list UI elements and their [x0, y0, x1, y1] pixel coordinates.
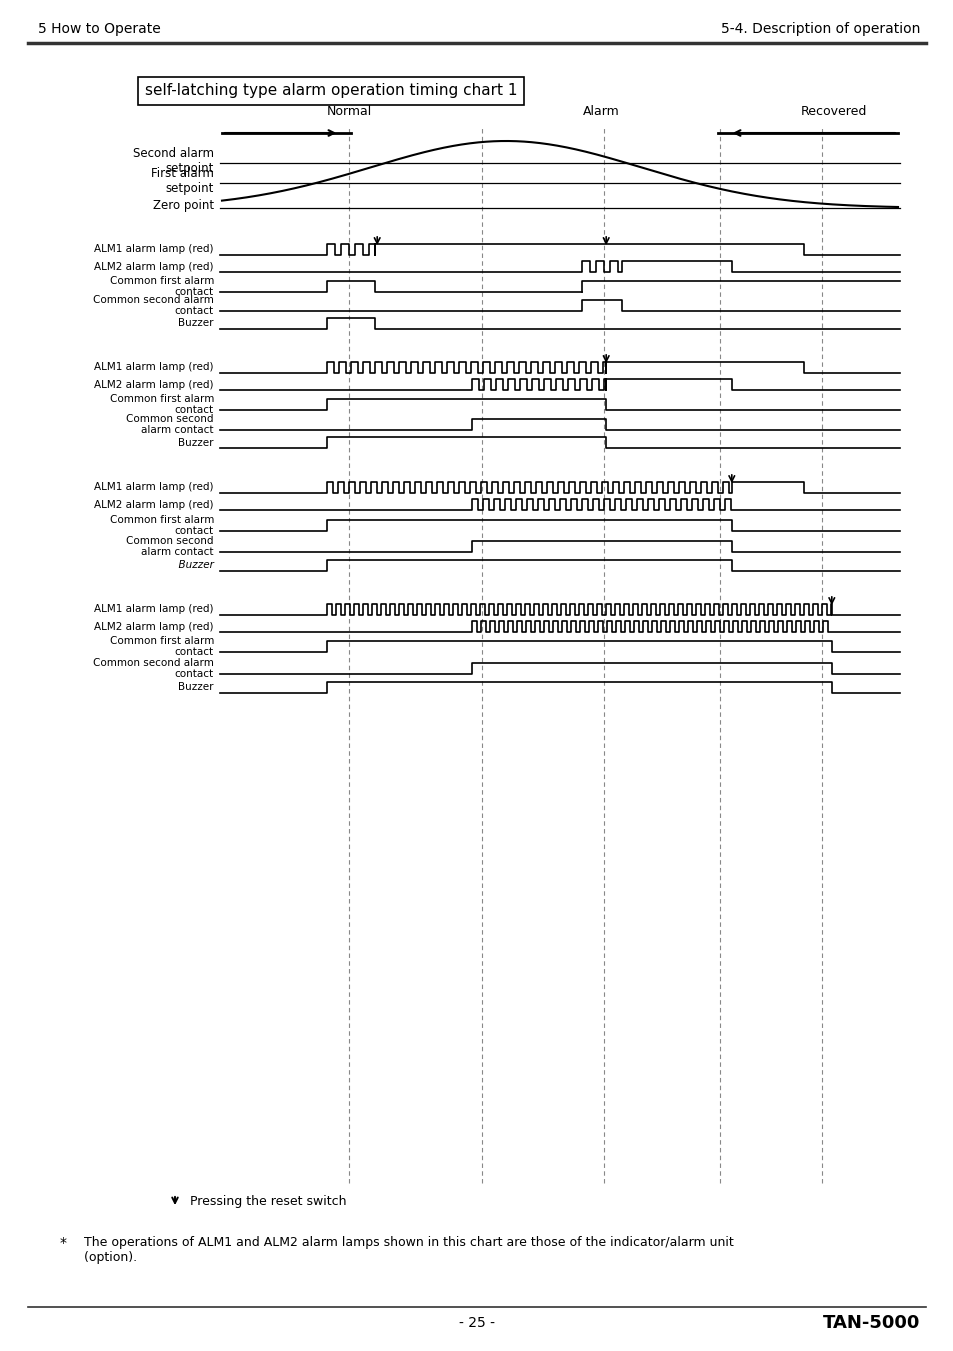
Text: First alarm
setpoint: First alarm setpoint	[151, 168, 213, 195]
Text: Second alarm
setpoint: Second alarm setpoint	[132, 147, 213, 176]
Text: - 25 -: - 25 -	[458, 1316, 495, 1329]
Text: Buzzer: Buzzer	[178, 682, 213, 693]
Text: Common first alarm
contact: Common first alarm contact	[110, 636, 213, 658]
Text: Common first alarm
contact: Common first alarm contact	[110, 515, 213, 536]
Text: Common first alarm
contact: Common first alarm contact	[110, 276, 213, 297]
Text: *: *	[60, 1236, 67, 1250]
Text: The operations of ALM1 and ALM2 alarm lamps shown in this chart are those of the: The operations of ALM1 and ALM2 alarm la…	[71, 1236, 733, 1250]
Text: ALM2 alarm lamp (red): ALM2 alarm lamp (red)	[94, 380, 213, 389]
Text: ALM1 alarm lamp (red): ALM1 alarm lamp (red)	[94, 245, 213, 254]
Text: Buzzer: Buzzer	[178, 438, 213, 447]
Text: Common first alarm
contact: Common first alarm contact	[110, 393, 213, 415]
Text: Buzzer: Buzzer	[172, 561, 213, 570]
Text: 5 How to Operate: 5 How to Operate	[38, 22, 161, 36]
Text: Zero point: Zero point	[152, 200, 213, 212]
Text: (option).: (option).	[71, 1251, 137, 1265]
Text: ALM2 alarm lamp (red): ALM2 alarm lamp (red)	[94, 500, 213, 509]
Text: self-latching type alarm operation timing chart 1: self-latching type alarm operation timin…	[145, 84, 517, 99]
Text: Common second
alarm contact: Common second alarm contact	[127, 536, 213, 558]
Text: ALM1 alarm lamp (red): ALM1 alarm lamp (red)	[94, 362, 213, 373]
Text: Pressing the reset switch: Pressing the reset switch	[190, 1194, 346, 1208]
Text: Common second alarm
contact: Common second alarm contact	[93, 658, 213, 680]
Text: Normal: Normal	[326, 105, 372, 118]
Text: ALM2 alarm lamp (red): ALM2 alarm lamp (red)	[94, 621, 213, 631]
Text: Alarm: Alarm	[582, 105, 618, 118]
Text: Recovered: Recovered	[800, 105, 866, 118]
Text: Buzzer: Buzzer	[178, 319, 213, 328]
Text: ALM1 alarm lamp (red): ALM1 alarm lamp (red)	[94, 482, 213, 493]
Text: ALM2 alarm lamp (red): ALM2 alarm lamp (red)	[94, 262, 213, 272]
Text: Common second
alarm contact: Common second alarm contact	[127, 413, 213, 435]
Text: 5-4. Description of operation: 5-4. Description of operation	[720, 22, 919, 36]
Text: Common second alarm
contact: Common second alarm contact	[93, 295, 213, 316]
Text: TAN-5000: TAN-5000	[821, 1315, 919, 1332]
Text: ALM1 alarm lamp (red): ALM1 alarm lamp (red)	[94, 604, 213, 615]
